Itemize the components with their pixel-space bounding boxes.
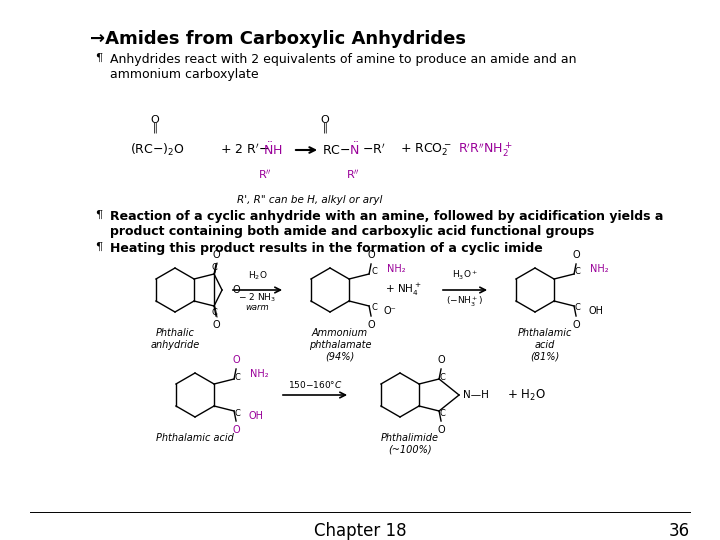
Text: $\mathrm{H_3O^+}$: $\mathrm{H_3O^+}$ [452,269,478,282]
Text: C: C [371,303,377,313]
Text: O: O [320,115,329,125]
Text: $-\ 2\ \mathrm{NH_3}$: $-\ 2\ \mathrm{NH_3}$ [238,292,276,305]
Text: C: C [234,373,240,381]
Text: Anhydrides react with 2 equivalents of amine to produce an amide and an
ammonium: Anhydrides react with 2 equivalents of a… [110,53,577,81]
Text: O: O [437,425,445,435]
Text: ‖: ‖ [153,123,158,133]
Text: ¶: ¶ [95,53,102,63]
Text: C: C [211,308,217,317]
Text: C: C [439,408,445,417]
Text: $\mathrm{R^{\prime\prime}}$: $\mathrm{R^{\prime\prime}}$ [258,168,272,181]
Text: C: C [574,267,580,276]
Text: ‖: ‖ [323,123,328,133]
Text: Phthalamic
acid
(81%): Phthalamic acid (81%) [518,328,572,361]
Text: warm: warm [246,303,269,312]
Text: $\mathrm{R^{\prime\prime}}$: $\mathrm{R^{\prime\prime}}$ [346,168,360,181]
Text: Phthalamic acid: Phthalamic acid [156,433,234,443]
Text: R', R" can be H, alkyl or aryl: R', R" can be H, alkyl or aryl [238,195,383,205]
Text: C: C [211,263,217,272]
Text: C: C [439,373,445,381]
Text: $\mathrm{H_2O}$: $\mathrm{H_2O}$ [248,269,267,282]
Text: C: C [574,303,580,313]
Text: $+\ \mathrm{NH_4^+}$: $+\ \mathrm{NH_4^+}$ [385,282,421,298]
Text: $(-\mathrm{NH_3^+})$: $(-\mathrm{NH_3^+})$ [446,295,484,309]
Text: $\ddot{\mathrm{N}}$: $\ddot{\mathrm{N}}$ [349,141,359,158]
Text: O⁻: O⁻ [383,306,396,316]
Text: $+\ \mathrm{H_2O}$: $+\ \mathrm{H_2O}$ [507,388,546,402]
Text: $+\ 2\ \mathrm{R^{\prime}}{-}$: $+\ 2\ \mathrm{R^{\prime}}{-}$ [220,143,269,157]
Text: O: O [150,115,159,125]
Text: O: O [233,355,240,365]
Text: ¶: ¶ [95,242,102,252]
Text: O: O [212,250,220,260]
Text: Heating this product results in the formation of a cyclic imide: Heating this product results in the form… [110,242,543,255]
Text: Phthalic
anhydride: Phthalic anhydride [150,328,199,349]
Text: Chapter 18: Chapter 18 [314,522,406,540]
Text: O: O [437,355,445,365]
Text: OH: OH [248,411,263,421]
Text: NH₂: NH₂ [250,369,269,379]
Text: Ammonium
phthalamate
(94%): Ammonium phthalamate (94%) [309,328,372,361]
Text: ¶: ¶ [95,210,102,220]
Text: NH₂: NH₂ [590,264,608,274]
Text: O: O [572,250,580,260]
Text: $\left(\mathrm{RC}{-}\right)_2\mathrm{O}$: $\left(\mathrm{RC}{-}\right)_2\mathrm{O}… [130,142,185,158]
Text: O: O [212,320,220,330]
Text: C: C [371,267,377,276]
Text: $\mathrm{RC}{-}$: $\mathrm{RC}{-}$ [322,144,351,157]
Text: O: O [232,285,240,295]
Text: Reaction of a cyclic anhydride with an amine, followed by acidification yields a: Reaction of a cyclic anhydride with an a… [110,210,663,238]
Text: C: C [234,408,240,417]
Text: Phthalimide
(~100%): Phthalimide (~100%) [381,433,439,455]
Text: NH₂: NH₂ [387,264,405,274]
Text: 36: 36 [669,522,690,540]
Text: O: O [233,425,240,435]
Text: $\mathrm{{-}R^{\prime}}$: $\mathrm{{-}R^{\prime}}$ [362,143,386,157]
Text: $+\ \mathrm{RCO_2^-}$: $+\ \mathrm{RCO_2^-}$ [400,141,452,158]
Text: $150{-}160°C$: $150{-}160°C$ [288,379,342,390]
Text: N—H: N—H [463,390,489,400]
Text: $\ddot{\mathrm{N}}\mathrm{H}$: $\ddot{\mathrm{N}}\mathrm{H}$ [263,141,282,158]
Text: O: O [572,320,580,330]
Text: $\mathrm{R^{\prime}R^{\prime\prime}NH_2^+}$: $\mathrm{R^{\prime}R^{\prime\prime}NH_2^… [458,140,513,159]
Text: →Amides from Carboxylic Anhydrides: →Amides from Carboxylic Anhydrides [90,30,466,48]
Text: O: O [367,320,375,330]
Text: O: O [367,250,375,260]
Text: OH: OH [588,306,603,316]
